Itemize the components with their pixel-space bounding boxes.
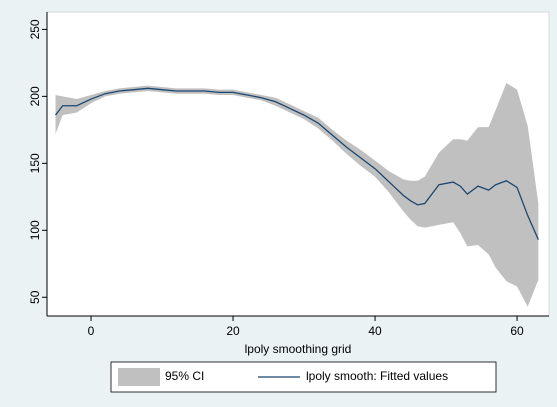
legend-box <box>110 361 497 393</box>
x-axis-title: lpoly smoothing grid <box>245 342 352 356</box>
x-tick-label: 40 <box>368 324 382 338</box>
ci-band <box>55 82 539 307</box>
y-tick-label: 200 <box>28 86 42 106</box>
y-tick-label: 150 <box>28 153 42 173</box>
legend-swatch <box>118 368 160 386</box>
fitted-line <box>55 87 539 240</box>
y-tick-label: 250 <box>28 19 42 39</box>
y-tick-label: 50 <box>28 290 42 304</box>
x-tick-label: 0 <box>88 324 95 338</box>
legend-label: lpoly smooth: Fitted values <box>306 369 448 383</box>
y-tick-label: 100 <box>28 220 42 240</box>
legend-label: 95% CI <box>165 369 204 383</box>
x-tick-label: 60 <box>510 324 524 338</box>
x-tick-label: 20 <box>226 324 240 338</box>
